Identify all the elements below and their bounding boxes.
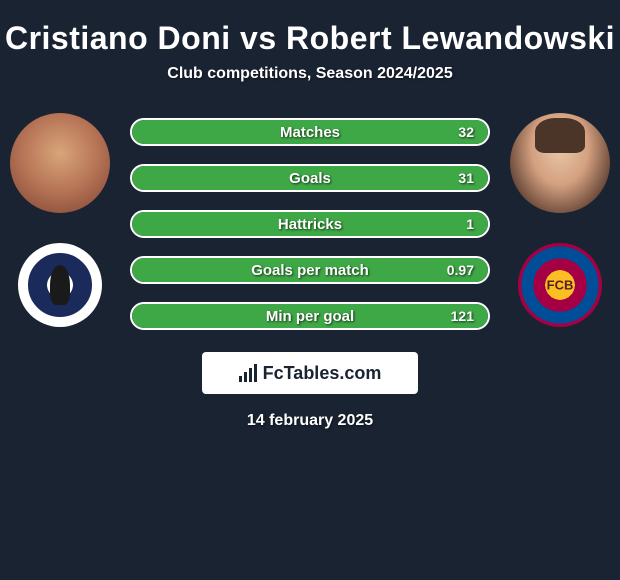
stat-label: Goals per match <box>251 262 369 279</box>
stat-label: Min per goal <box>266 308 354 325</box>
player-left-photo <box>10 113 110 213</box>
date-label: 14 february 2025 <box>0 412 620 430</box>
stat-bar: Goals 31 <box>130 164 490 192</box>
stat-bar: Min per goal 121 <box>130 302 490 330</box>
stats-column: Matches 32 Goals 31 Hattricks 1 Goals per matc… <box>110 118 510 330</box>
player-right-photo <box>510 113 610 213</box>
stat-right-value: 31 <box>458 170 474 186</box>
stat-bar: Hattricks 1 <box>130 210 490 238</box>
stat-right-value: 32 <box>458 124 474 140</box>
brand-chart-icon <box>239 364 257 382</box>
stat-label: Goals <box>289 170 331 187</box>
comparison-card: Cristiano Doni vs Robert Lewandowski Clu… <box>0 0 620 440</box>
club-right-logo <box>518 243 602 327</box>
brand-text: FcTables.com <box>263 363 382 384</box>
stat-right-value: 0.97 <box>447 262 474 278</box>
stat-label: Hattricks <box>278 216 342 233</box>
stat-label: Matches <box>280 124 340 141</box>
stat-bar: Goals per match 0.97 <box>130 256 490 284</box>
stat-right-value: 121 <box>451 308 474 324</box>
subtitle: Club competitions, Season 2024/2025 <box>0 65 620 83</box>
page-title: Cristiano Doni vs Robert Lewandowski <box>0 20 620 57</box>
club-left-logo <box>18 243 102 327</box>
stat-right-value: 1 <box>466 216 474 232</box>
stat-bar: Matches 32 <box>130 118 490 146</box>
player-right-column <box>510 113 610 327</box>
content-row: Matches 32 Goals 31 Hattricks 1 Goals per matc… <box>0 113 620 330</box>
player-left-column <box>10 113 110 327</box>
brand-badge: FcTables.com <box>202 352 418 394</box>
